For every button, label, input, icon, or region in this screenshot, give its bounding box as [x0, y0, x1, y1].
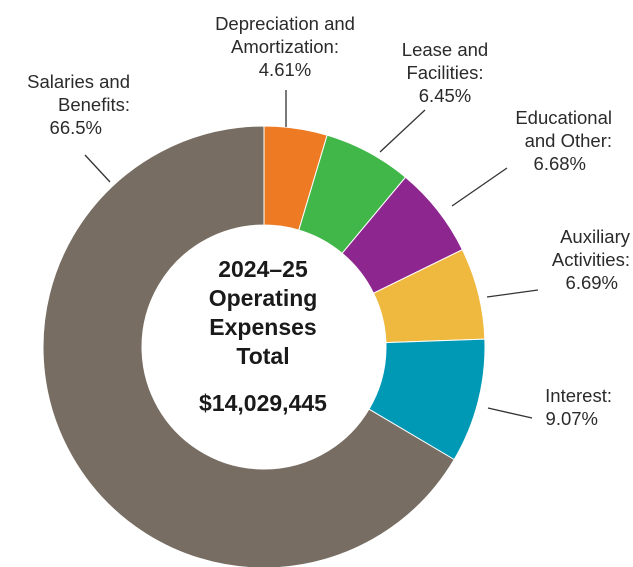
label-depreciation: Depreciation and Amortization: 4.61%	[215, 13, 355, 80]
center-title-line: Total	[236, 343, 290, 369]
slice-interest	[368, 338, 486, 461]
slice-salaries	[42, 125, 455, 567]
label-interest: Interest: 9.07%	[545, 385, 612, 429]
leader-salaries	[84, 154, 111, 183]
center-total: 2024–25 Operating Expenses Total $14,029…	[158, 255, 368, 418]
label-lease: Lease and Facilities: 6.45%	[401, 39, 489, 106]
label-salaries: Salaries and Benefits: 66.5%	[27, 71, 130, 138]
center-title-line: 2024–25	[218, 256, 308, 282]
leader-educational	[451, 167, 508, 207]
center-title-line: Operating	[208, 285, 318, 311]
label-educational: Educational and Other: 6.68%	[515, 107, 612, 174]
leader-interest	[487, 407, 533, 419]
center-title-line: Expenses	[209, 314, 317, 340]
center-amount: $14,029,445	[199, 390, 327, 416]
label-auxiliary: Auxiliary Activities: 6.69%	[551, 226, 630, 293]
leader-auxiliary	[486, 289, 539, 298]
leader-lease	[379, 109, 426, 153]
